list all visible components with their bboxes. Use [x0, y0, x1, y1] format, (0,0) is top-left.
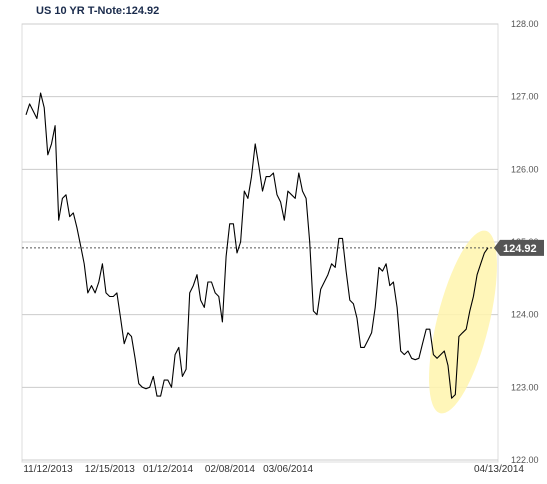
x-tick-label: 02/08/2014: [205, 464, 255, 475]
y-tick-label: 123.00: [511, 382, 539, 392]
x-tick-label: 03/06/2014: [263, 464, 313, 475]
x-tick-label: 11/12/2013: [23, 464, 73, 475]
last-value-badge: 124.92: [494, 239, 544, 256]
price-series-line: [25, 92, 489, 399]
y-tick-label: 127.00: [511, 92, 539, 102]
x-tick-label: 04/13/2014: [474, 464, 524, 475]
highlight-ellipse: [429, 230, 497, 414]
y-tick-label: 128.00: [511, 19, 539, 29]
x-tick-label: 01/12/2014: [143, 464, 193, 475]
x-axis: 11/12/2013 12/15/2013 01/12/2014 02/08/2014…: [23, 464, 524, 475]
y-tick-label: 126.00: [511, 164, 539, 174]
x-tick-label: 12/15/2013: [85, 464, 135, 475]
chart-title: US 10 YR T-Note:124.92: [36, 5, 160, 17]
grid: [22, 23, 498, 461]
last-value-label: 124.92: [503, 243, 537, 255]
y-tick-label: 124.00: [511, 310, 539, 320]
y-tick-label: 122.00: [511, 455, 539, 465]
plot-frame: [21, 23, 499, 463]
last-value-badge-shape: [494, 239, 544, 256]
